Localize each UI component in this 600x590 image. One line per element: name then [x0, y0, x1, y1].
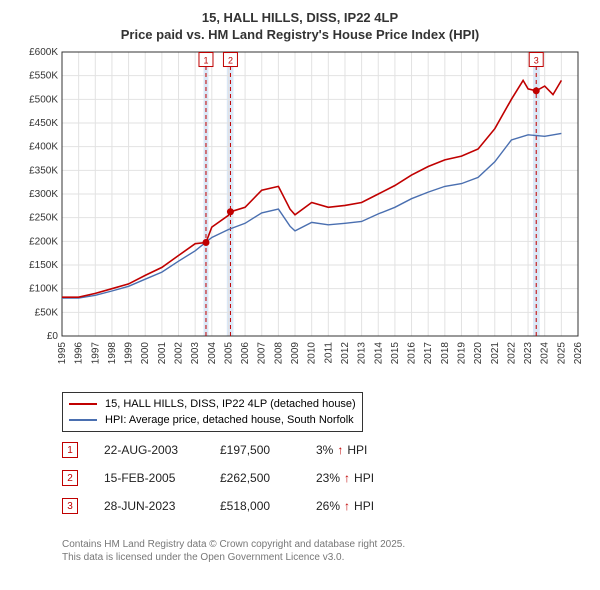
event-label: 3 [534, 56, 539, 66]
x-tick-label: 2012 [340, 342, 351, 365]
sale-marker [227, 208, 234, 215]
up-arrow-icon: ↑ [344, 499, 350, 513]
legend-swatch [69, 419, 97, 421]
x-tick-label: 2018 [440, 342, 451, 365]
x-tick-label: 2019 [456, 342, 467, 365]
sale-delta: 26%↑HPI [316, 499, 406, 513]
y-tick-label: £300K [29, 189, 58, 200]
sale-marker [533, 87, 540, 94]
x-tick-label: 1999 [124, 342, 135, 365]
y-tick-label: £200K [29, 236, 58, 247]
event-label: 2 [228, 56, 233, 66]
y-tick-label: £600K [29, 48, 58, 58]
x-tick-label: 2005 [223, 342, 234, 365]
y-tick-label: £350K [29, 165, 58, 176]
x-tick-label: 2021 [490, 342, 501, 365]
sale-index-box: 1 [62, 442, 78, 458]
x-tick-label: 2001 [157, 342, 168, 365]
x-tick-label: 2025 [556, 342, 567, 365]
x-tick-label: 2026 [573, 342, 584, 365]
x-tick-label: 2024 [540, 342, 551, 365]
title-subtitle: Price paid vs. HM Land Registry's House … [16, 27, 584, 44]
sale-index-box: 2 [62, 470, 78, 486]
sale-date: 28-JUN-2023 [104, 499, 194, 513]
y-tick-label: £500K [29, 94, 58, 105]
legend-swatch [69, 403, 97, 405]
x-tick-label: 2013 [357, 342, 368, 365]
y-tick-label: £0 [47, 331, 59, 342]
event-label: 1 [203, 56, 208, 66]
sale-date: 22-AUG-2003 [104, 443, 194, 457]
x-tick-label: 2023 [523, 342, 534, 365]
y-tick-label: £450K [29, 118, 58, 129]
x-tick-label: 2009 [290, 342, 301, 365]
x-tick-label: 2007 [257, 342, 268, 365]
x-tick-label: 2000 [140, 342, 151, 365]
x-tick-label: 2016 [407, 342, 418, 365]
y-tick-label: £100K [29, 284, 58, 295]
x-tick-label: 2010 [307, 342, 318, 365]
x-tick-label: 1995 [57, 342, 68, 365]
x-tick-label: 2020 [473, 342, 484, 365]
y-tick-label: £50K [35, 307, 59, 318]
footer-line-2: This data is licensed under the Open Gov… [62, 551, 405, 564]
x-tick-label: 2003 [190, 342, 201, 365]
sales-row: 1 22-AUG-2003 £197,500 3%↑HPI [62, 436, 406, 464]
legend-row: 15, HALL HILLS, DISS, IP22 4LP (detached… [69, 396, 356, 412]
price-chart: £0 £50K £100K £150K £200K £250K £300K £350K £400… [16, 48, 584, 384]
x-tick-label: 2014 [373, 342, 384, 365]
sales-row: 2 15-FEB-2005 £262,500 23%↑HPI [62, 464, 406, 492]
sale-delta: 23%↑HPI [316, 471, 406, 485]
x-tick-label: 1996 [74, 342, 85, 365]
x-tick-label: 2004 [207, 342, 218, 365]
sale-price: £518,000 [220, 499, 290, 513]
x-tick-label: 2022 [506, 342, 517, 365]
sale-date: 15-FEB-2005 [104, 471, 194, 485]
sale-delta: 3%↑HPI [316, 443, 406, 457]
x-tick-label: 2017 [423, 342, 434, 365]
page-container: 15, HALL HILLS, DISS, IP22 4LP Price pai… [0, 0, 600, 590]
sale-price: £262,500 [220, 471, 290, 485]
y-tick-label: £150K [29, 260, 58, 271]
y-tick-label: £400K [29, 142, 58, 153]
x-tick-label: 2015 [390, 342, 401, 365]
sale-marker [202, 239, 209, 246]
up-arrow-icon: ↑ [344, 471, 350, 485]
x-tick-label: 2002 [174, 342, 185, 365]
x-tick-label: 2006 [240, 342, 251, 365]
footer-attribution: Contains HM Land Registry data © Crown c… [62, 538, 405, 564]
legend-label: HPI: Average price, detached house, Sout… [105, 414, 354, 426]
footer-line-1: Contains HM Land Registry data © Crown c… [62, 538, 405, 551]
legend-row: HPI: Average price, detached house, Sout… [69, 412, 356, 428]
title-address: 15, HALL HILLS, DISS, IP22 4LP [16, 10, 584, 27]
x-tick-label: 2011 [323, 342, 334, 364]
x-tick-label: 2008 [273, 342, 284, 365]
sale-price: £197,500 [220, 443, 290, 457]
legend-label: 15, HALL HILLS, DISS, IP22 4LP (detached… [105, 398, 356, 410]
sales-row: 3 28-JUN-2023 £518,000 26%↑HPI [62, 492, 406, 520]
x-tick-label: 1997 [90, 342, 101, 365]
sale-index-box: 3 [62, 498, 78, 514]
x-tick-label: 1998 [107, 342, 118, 365]
y-tick-label: £550K [29, 71, 58, 82]
legend: 15, HALL HILLS, DISS, IP22 4LP (detached… [62, 392, 363, 432]
y-tick-label: £250K [29, 213, 58, 224]
up-arrow-icon: ↑ [337, 443, 343, 457]
sales-table: 1 22-AUG-2003 £197,500 3%↑HPI 2 15-FEB-2005 £2… [62, 436, 406, 520]
